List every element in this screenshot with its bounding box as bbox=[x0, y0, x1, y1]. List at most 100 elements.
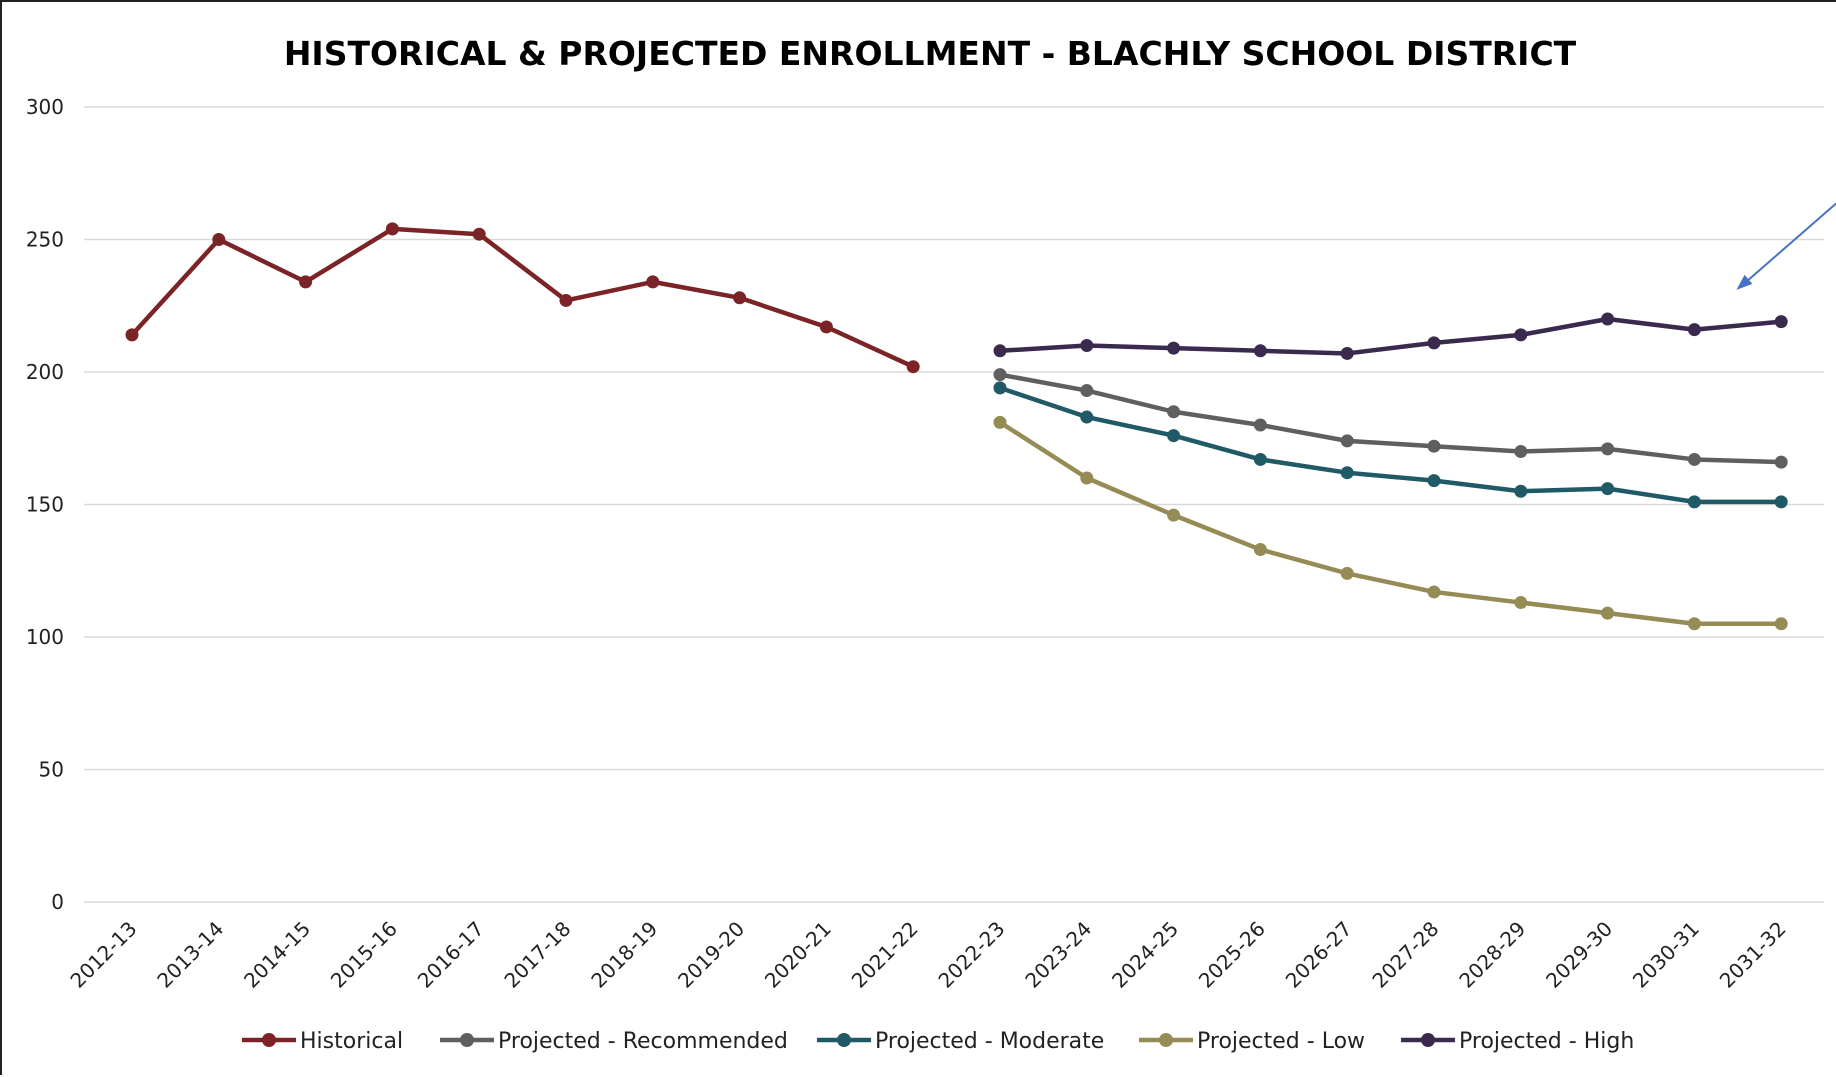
data-point bbox=[1253, 418, 1267, 432]
series-4 bbox=[993, 312, 1788, 360]
data-point bbox=[993, 344, 1007, 358]
x-tick-label: 2024-25 bbox=[1107, 917, 1183, 993]
data-point bbox=[1340, 466, 1354, 480]
legend-item-3: Projected - Low bbox=[1139, 1029, 1365, 1054]
series-line bbox=[999, 385, 1782, 505]
x-tick-label: 2028-29 bbox=[1454, 917, 1530, 993]
legend-swatch-marker bbox=[262, 1033, 276, 1047]
y-tick-label: 200 bbox=[26, 360, 64, 384]
data-point bbox=[1340, 566, 1354, 580]
y-tick-label: 250 bbox=[26, 228, 64, 252]
data-point bbox=[1774, 617, 1788, 631]
series-1 bbox=[993, 368, 1788, 469]
data-point bbox=[1080, 384, 1094, 398]
data-point bbox=[1080, 410, 1094, 424]
x-axis-ticks: 2012-13 2013-14 2014-15 2015-16 2016-17 2017-… bbox=[65, 917, 1790, 993]
x-tick-label: 2017-18 bbox=[499, 917, 575, 993]
legend-label: Projected - High bbox=[1459, 1029, 1634, 1054]
annotation-arrowhead bbox=[1736, 274, 1753, 290]
series-line bbox=[998, 420, 1782, 626]
data-point bbox=[1601, 442, 1615, 456]
annotation-arrow-line bbox=[1739, 202, 1836, 288]
y-axis-ticks: 0 50 100 150 200 250 300 bbox=[26, 95, 64, 914]
data-point bbox=[1167, 508, 1181, 522]
x-tick-label: 2029-30 bbox=[1541, 917, 1617, 993]
grid-lines bbox=[84, 106, 1824, 903]
data-point bbox=[1340, 346, 1354, 360]
series-2 bbox=[993, 381, 1788, 509]
x-tick-label: 2023-24 bbox=[1020, 917, 1096, 993]
y-tick-label: 0 bbox=[51, 890, 64, 914]
data-point bbox=[1253, 452, 1267, 466]
legend-item-1: Projected - Recommended bbox=[440, 1029, 788, 1054]
data-point bbox=[1774, 495, 1788, 509]
legend-swatch-marker bbox=[1159, 1033, 1173, 1047]
data-point bbox=[1514, 596, 1528, 610]
x-tick-label: 2019-20 bbox=[673, 917, 749, 993]
legend: Historical Projected - Recommended Project… bbox=[242, 1029, 1634, 1054]
data-point bbox=[906, 360, 920, 374]
x-tick-label: 2027-28 bbox=[1367, 917, 1443, 993]
data-point bbox=[1687, 617, 1701, 631]
data-point bbox=[212, 233, 226, 246]
x-tick-label: 2012-13 bbox=[65, 917, 141, 993]
legend-item-0: Historical bbox=[242, 1029, 403, 1054]
series-3 bbox=[993, 415, 1788, 631]
y-tick-label: 100 bbox=[26, 625, 64, 649]
legend-label: Projected - Low bbox=[1197, 1029, 1365, 1054]
data-point bbox=[993, 415, 1007, 429]
data-point bbox=[993, 381, 1007, 395]
series-line bbox=[999, 316, 1782, 356]
y-tick-label: 150 bbox=[26, 493, 64, 517]
x-tick-label: 2014-15 bbox=[239, 917, 315, 993]
data-point bbox=[1601, 312, 1615, 326]
series-lines bbox=[125, 222, 1788, 631]
data-point bbox=[125, 328, 139, 342]
legend-swatch-marker bbox=[460, 1033, 474, 1047]
data-point bbox=[1514, 484, 1528, 498]
data-point bbox=[385, 222, 399, 236]
data-point bbox=[993, 368, 1007, 382]
data-point bbox=[646, 275, 660, 289]
series-line bbox=[130, 226, 915, 369]
y-tick-label: 300 bbox=[26, 95, 64, 119]
x-tick-label: 2021-22 bbox=[847, 917, 923, 993]
legend-swatch-marker bbox=[837, 1033, 851, 1047]
data-point bbox=[1167, 405, 1181, 419]
data-point bbox=[1687, 452, 1701, 466]
x-tick-label: 2016-17 bbox=[413, 917, 489, 993]
data-point bbox=[1774, 315, 1788, 329]
series-line bbox=[999, 372, 1782, 465]
legend-label: Projected - Moderate bbox=[875, 1029, 1104, 1054]
x-tick-label: 2022-23 bbox=[933, 917, 1009, 993]
x-tick-label: 2018-19 bbox=[586, 917, 662, 993]
data-point bbox=[1774, 455, 1788, 469]
x-tick-label: 2026-27 bbox=[1281, 917, 1357, 993]
data-point bbox=[1253, 543, 1267, 557]
data-point bbox=[1167, 341, 1181, 355]
legend-item-2: Projected - Moderate bbox=[817, 1029, 1104, 1054]
legend-item-4: Projected - High bbox=[1401, 1029, 1634, 1054]
data-point bbox=[1427, 439, 1441, 453]
legend-swatch-marker bbox=[1421, 1033, 1435, 1047]
data-point bbox=[1514, 445, 1528, 458]
x-tick-label: 2025-26 bbox=[1194, 917, 1270, 993]
data-point bbox=[1601, 606, 1615, 620]
legend-label: Projected - Recommended bbox=[498, 1029, 788, 1054]
data-point bbox=[1687, 323, 1701, 337]
data-point bbox=[1687, 495, 1701, 509]
data-point bbox=[1167, 429, 1181, 443]
data-point bbox=[472, 227, 486, 241]
data-point bbox=[1080, 471, 1094, 485]
data-point bbox=[1340, 434, 1354, 448]
data-point bbox=[819, 320, 833, 334]
x-tick-label: 2015-16 bbox=[326, 917, 402, 993]
chart-title: HISTORICAL & PROJECTED ENROLLMENT - BLAC… bbox=[284, 34, 1577, 73]
annotations bbox=[1736, 202, 1836, 290]
data-point bbox=[559, 293, 573, 307]
series-0 bbox=[125, 222, 920, 374]
data-point bbox=[299, 275, 313, 289]
y-tick-label: 50 bbox=[39, 758, 64, 782]
